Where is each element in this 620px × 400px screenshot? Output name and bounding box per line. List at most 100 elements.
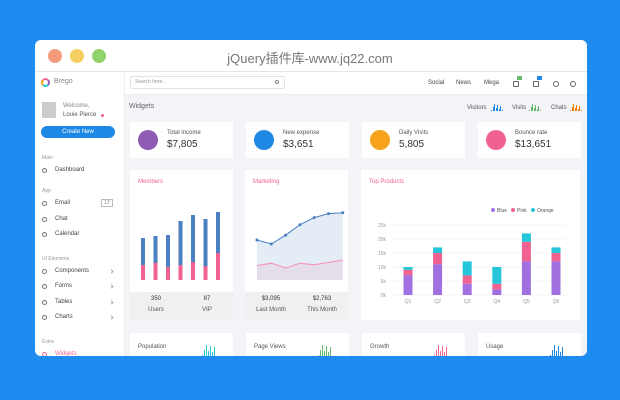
bar bbox=[462, 283, 472, 295]
nav-item[interactable]: Dashboard bbox=[55, 167, 85, 173]
stat-value: $13,651 bbox=[515, 139, 552, 150]
nav-item[interactable]: Tables bbox=[55, 298, 73, 305]
top-products-chart: 0k 5k 10k 15k 20k 25k Blue Pink Orange Q1 Q2 Q3 Q4 Q5… bbox=[378, 208, 566, 305]
small-card-label: Growth bbox=[370, 344, 390, 350]
quick-link[interactable]: Visitors bbox=[467, 105, 487, 111]
x-tick-label: Q5 bbox=[523, 299, 530, 305]
bar bbox=[216, 253, 220, 280]
y-tick-label: 0k bbox=[381, 293, 387, 299]
nav-item[interactable]: Forms bbox=[55, 283, 72, 289]
point bbox=[341, 211, 345, 215]
nav-item[interactable]: Email bbox=[55, 200, 71, 206]
bar bbox=[433, 264, 443, 295]
user-name[interactable]: Louie Pierce bbox=[63, 112, 97, 118]
stat-value: 5,805 bbox=[399, 139, 425, 150]
card-title: Members bbox=[138, 179, 164, 185]
stat-value: $7,805 bbox=[167, 139, 198, 150]
stat-icon bbox=[486, 130, 506, 150]
min-dot[interactable] bbox=[70, 49, 84, 63]
user-dot bbox=[101, 114, 104, 117]
nav-icon bbox=[42, 216, 47, 222]
bar bbox=[141, 238, 145, 265]
nav-icon bbox=[42, 268, 47, 274]
small-card: Population bbox=[130, 333, 233, 356]
x-tick-label: Q6 bbox=[553, 299, 560, 305]
sparkbar bbox=[574, 108, 576, 111]
bar bbox=[203, 266, 208, 280]
quick-link[interactable]: Chats bbox=[551, 105, 567, 111]
search-placeholder[interactable]: Search here... bbox=[135, 79, 167, 85]
sparkbar bbox=[208, 351, 209, 356]
stat-icon bbox=[254, 130, 274, 150]
sparkbar bbox=[576, 105, 577, 111]
y-tick-label: 25k bbox=[378, 223, 387, 229]
sparkbar bbox=[577, 109, 579, 111]
card-title: Top Products bbox=[369, 179, 405, 185]
max-dot[interactable] bbox=[92, 49, 106, 63]
sparkbar bbox=[212, 352, 213, 356]
bar bbox=[492, 267, 502, 284]
menu-item[interactable]: Social bbox=[428, 80, 445, 86]
main: Widgets Visitors Visits Chats Total income $7… bbox=[35, 40, 587, 356]
menu-item[interactable]: Mega bbox=[484, 80, 500, 86]
legend-swatch bbox=[511, 208, 515, 212]
small-card: Usage bbox=[478, 333, 581, 356]
section-title: Main bbox=[42, 155, 53, 161]
sparkbar bbox=[206, 345, 207, 356]
nav-icon bbox=[42, 299, 47, 305]
top-icon[interactable] bbox=[533, 81, 539, 87]
sparkbar bbox=[532, 104, 533, 111]
top-icon[interactable] bbox=[570, 81, 576, 87]
search-icon bbox=[275, 80, 279, 84]
nav-item[interactable]: Calendar bbox=[55, 231, 80, 237]
point bbox=[284, 233, 288, 237]
brand: Brego bbox=[54, 78, 73, 85]
top-icon[interactable] bbox=[553, 81, 559, 87]
quick-link[interactable]: Visits bbox=[512, 105, 527, 111]
bar bbox=[178, 221, 183, 265]
create-button[interactable]: Create New bbox=[41, 126, 115, 138]
sparkbar bbox=[497, 105, 498, 111]
close-dot[interactable] bbox=[48, 49, 62, 63]
sparkbar bbox=[440, 351, 441, 356]
top-icon[interactable] bbox=[513, 81, 519, 87]
bar bbox=[403, 275, 413, 295]
sparkbar bbox=[322, 345, 323, 356]
nav-item[interactable]: Components bbox=[55, 267, 90, 274]
legend-label: Pink bbox=[517, 208, 527, 214]
sparkbar bbox=[498, 109, 500, 111]
bar bbox=[216, 212, 220, 253]
page-title: Widgets bbox=[129, 103, 155, 110]
bar bbox=[166, 235, 170, 267]
bar bbox=[521, 261, 531, 295]
sparkbar bbox=[438, 345, 439, 356]
bar bbox=[153, 236, 158, 263]
logo bbox=[41, 78, 50, 87]
bar bbox=[462, 261, 472, 276]
sparkbar bbox=[536, 109, 538, 111]
footer-label: Users bbox=[148, 307, 164, 313]
bar bbox=[433, 247, 443, 253]
sparkbar bbox=[501, 110, 503, 111]
bar bbox=[153, 263, 158, 280]
sparkbar bbox=[556, 351, 557, 356]
footer-value: $3,095 bbox=[261, 296, 281, 302]
stat-label: New expense bbox=[283, 130, 320, 136]
marketing-chart bbox=[255, 211, 345, 280]
nav-icon bbox=[42, 284, 47, 289]
sparkbar bbox=[495, 108, 497, 111]
nav-item[interactable]: Charts bbox=[55, 314, 73, 320]
area bbox=[257, 260, 343, 280]
nav-item[interactable]: Widgets bbox=[55, 350, 77, 357]
avatar bbox=[42, 102, 56, 118]
sparkbar bbox=[210, 346, 211, 356]
icon-badge bbox=[517, 76, 522, 80]
menu-item[interactable]: News bbox=[456, 80, 472, 86]
stat-icon bbox=[370, 130, 390, 150]
sparkbar bbox=[492, 107, 494, 111]
sparkbar bbox=[580, 110, 582, 111]
footer-value: 350 bbox=[150, 296, 161, 302]
legend-label: Orange bbox=[537, 208, 554, 214]
point bbox=[327, 212, 330, 216]
nav-item[interactable]: Chat bbox=[55, 215, 68, 222]
